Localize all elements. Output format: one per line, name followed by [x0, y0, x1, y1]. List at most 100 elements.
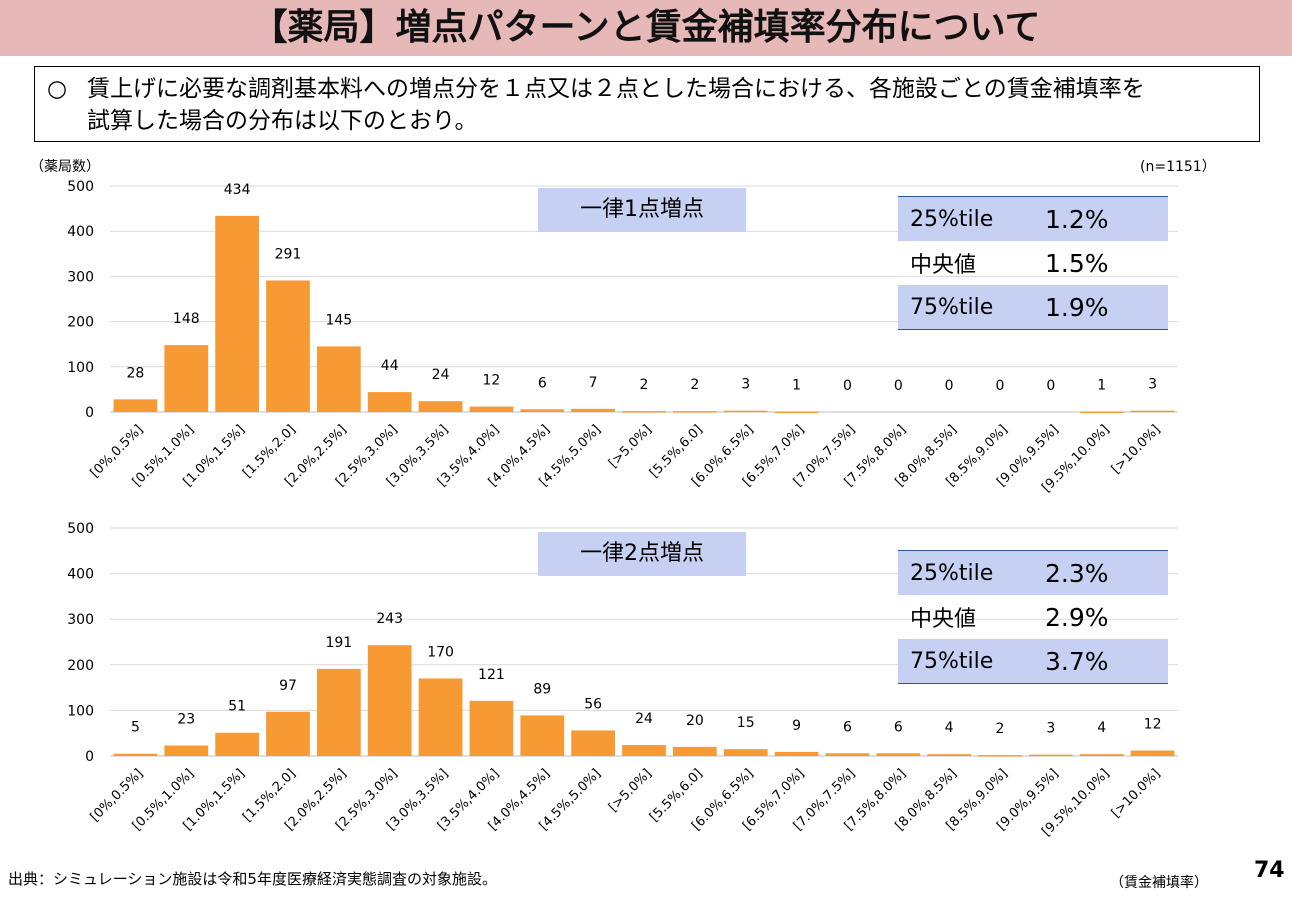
x-tick-label: [>10.0%] — [1109, 422, 1164, 477]
y-axis-label: （薬局数） — [30, 159, 100, 175]
y-tick-label: 400 — [67, 567, 94, 583]
data-label: 0 — [843, 378, 852, 394]
stat-value: 3.7% — [1045, 646, 1109, 676]
stat-label: 75%tile — [910, 294, 994, 320]
data-label: 24 — [635, 711, 653, 727]
bar — [215, 732, 260, 756]
bar — [672, 411, 717, 413]
y-tick-label: 0 — [85, 749, 94, 765]
data-label: 0 — [945, 378, 954, 394]
data-label: 0 — [996, 378, 1005, 394]
data-label: 148 — [173, 311, 200, 327]
bar — [367, 392, 412, 412]
x-tick-label: [>5.0%] — [606, 422, 655, 471]
bar — [418, 678, 463, 756]
summary-note: ○ 賃上げに必要な調剤基本料への増点分を１点又は２点とした場合における、各施設ごと… — [34, 66, 1260, 142]
chart2-stats: 25%tile 2.3% 中央値 2.9% 75%tile 3.7% — [898, 550, 1168, 684]
bar — [367, 645, 412, 756]
data-label: 7 — [589, 375, 598, 391]
data-label: 2 — [640, 377, 649, 393]
bar — [418, 401, 463, 412]
y-tick-label: 200 — [67, 658, 94, 674]
data-label: 28 — [127, 365, 145, 381]
bar — [571, 408, 616, 412]
data-label: 20 — [686, 713, 704, 729]
bar — [316, 668, 361, 756]
bar — [774, 751, 819, 756]
bullet: ○ — [47, 76, 68, 102]
y-tick-label: 500 — [67, 521, 94, 537]
data-label: 23 — [177, 712, 195, 728]
data-label: 89 — [533, 681, 551, 697]
bar — [723, 749, 768, 756]
bar — [1130, 750, 1175, 756]
data-label: 3 — [1148, 377, 1157, 393]
bar — [1079, 411, 1124, 414]
stat-value: 1.5% — [1045, 248, 1109, 278]
data-label: 6 — [843, 719, 852, 735]
stat-value: 1.9% — [1045, 292, 1109, 322]
data-label: 56 — [584, 696, 602, 712]
stat-label: 中央値 — [910, 253, 977, 278]
bar — [266, 280, 310, 412]
x-tick-label: [>5.0%] — [606, 766, 655, 815]
y-tick-label: 100 — [67, 703, 94, 719]
bar — [113, 399, 158, 412]
data-label: 3 — [741, 377, 750, 393]
bar — [876, 753, 921, 756]
data-label: 4 — [945, 720, 954, 736]
data-label: 97 — [279, 678, 297, 694]
y-tick-label: 100 — [67, 360, 94, 376]
n-label: (n=1151） — [1140, 159, 1216, 175]
data-label: 9 — [792, 718, 801, 734]
stat-value: 2.3% — [1045, 558, 1109, 588]
data-label: 434 — [224, 182, 251, 198]
bar — [622, 745, 666, 756]
y-tick-label: 400 — [67, 224, 94, 240]
data-label: 6 — [538, 375, 547, 391]
data-label: 243 — [376, 611, 403, 627]
bar — [164, 345, 209, 412]
data-label: 51 — [228, 699, 246, 715]
data-label: 44 — [381, 358, 399, 374]
bar — [825, 753, 870, 756]
data-label: 12 — [1144, 717, 1162, 733]
data-label: 121 — [478, 667, 505, 683]
chart1-stats: 25%tile 1.2% 中央値 1.5% 75%tile 1.9% — [898, 196, 1168, 330]
data-label: 145 — [325, 312, 352, 328]
y-tick-label: 300 — [67, 269, 94, 285]
stat-value: 2.9% — [1045, 602, 1109, 632]
bar — [622, 411, 666, 413]
data-label: 0 — [1046, 378, 1055, 394]
data-label: 191 — [325, 635, 352, 651]
stat-label: 25%tile — [910, 560, 994, 586]
note-line-2: 試算した場合の分布は以下のとおり。 — [87, 108, 478, 134]
chart2-title: 一律2点増点 — [538, 532, 746, 576]
y-tick-label: 200 — [67, 315, 94, 331]
data-label: 1 — [792, 378, 801, 394]
bar — [978, 755, 1022, 757]
bar — [469, 406, 514, 412]
data-label: 6 — [894, 719, 903, 735]
stat-label: 中央値 — [910, 607, 977, 632]
x-tick-label: [>10.0%] — [1109, 766, 1164, 821]
page-title: 【薬局】増点パターンと賃金補填率分布について — [0, 0, 1292, 56]
data-label: 3 — [1046, 721, 1055, 737]
data-label: 24 — [432, 367, 450, 383]
data-label: 2 — [996, 721, 1005, 737]
data-label: 0 — [894, 378, 903, 394]
bar — [1028, 754, 1073, 757]
data-label: 2 — [690, 377, 699, 393]
data-label: 5 — [131, 720, 140, 736]
note-line-1: 賃上げに必要な調剤基本料への増点分を１点又は２点とした場合における、各施設ごとの… — [87, 76, 1145, 102]
bar — [469, 700, 514, 756]
bar — [774, 411, 819, 414]
bar — [113, 753, 158, 756]
stat-label: 75%tile — [910, 648, 994, 674]
bar — [164, 745, 209, 756]
data-label: 1 — [1097, 378, 1106, 394]
bar — [520, 715, 565, 756]
data-label: 15 — [737, 715, 755, 731]
data-label: 170 — [427, 644, 454, 660]
